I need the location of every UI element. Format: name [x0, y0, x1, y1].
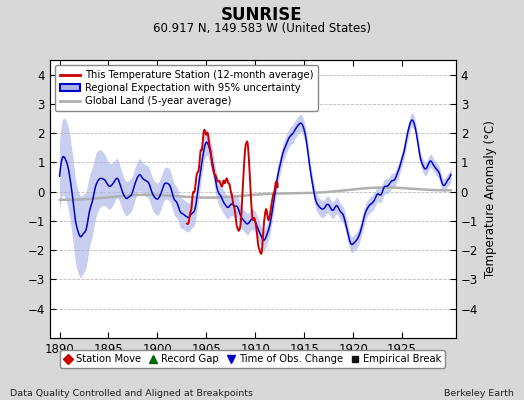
Legend: Station Move, Record Gap, Time of Obs. Change, Empirical Break: Station Move, Record Gap, Time of Obs. C…: [60, 350, 445, 368]
Text: 60.917 N, 149.583 W (United States): 60.917 N, 149.583 W (United States): [153, 22, 371, 35]
Text: SUNRISE: SUNRISE: [221, 6, 303, 24]
Text: Data Quality Controlled and Aligned at Breakpoints: Data Quality Controlled and Aligned at B…: [10, 389, 254, 398]
Text: Berkeley Earth: Berkeley Earth: [444, 389, 514, 398]
Legend: This Temperature Station (12-month average), Regional Expectation with 95% uncer: This Temperature Station (12-month avera…: [55, 65, 318, 111]
Y-axis label: Temperature Anomaly (°C): Temperature Anomaly (°C): [484, 120, 497, 278]
